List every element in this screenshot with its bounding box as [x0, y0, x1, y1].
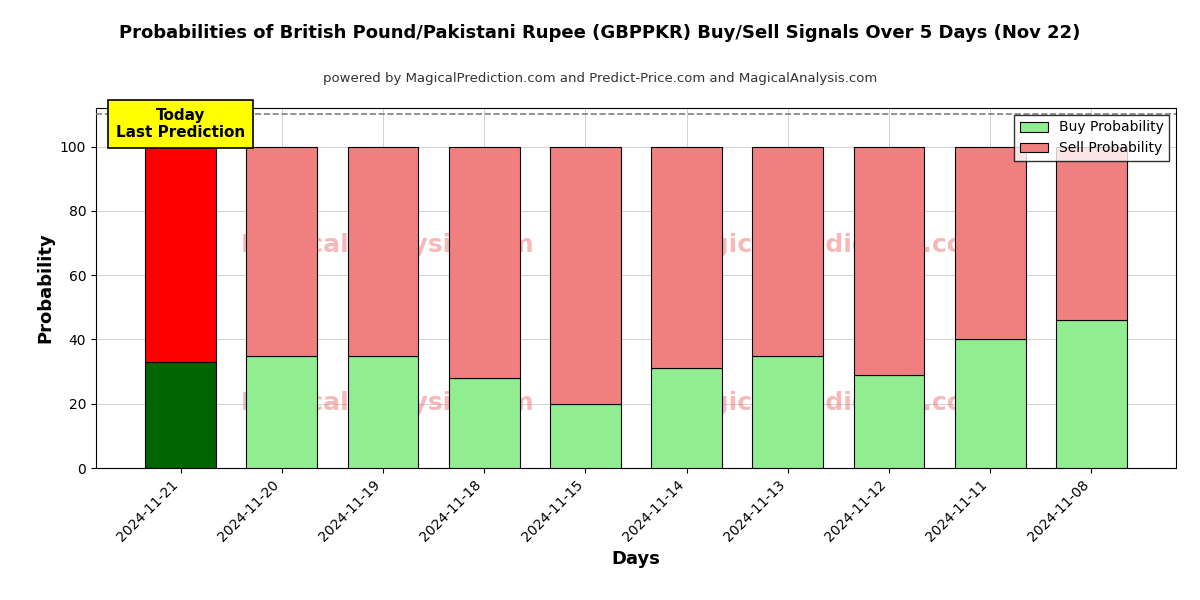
Bar	[853, 146, 924, 375]
Text: powered by MagicalPrediction.com and Predict-Price.com and MagicalAnalysis.com: powered by MagicalPrediction.com and Pre…	[323, 72, 877, 85]
Bar	[145, 362, 216, 468]
Bar	[752, 146, 823, 355]
Legend: Buy Probability, Sell Probability: Buy Probability, Sell Probability	[1014, 115, 1169, 161]
Text: MagicalAnalysis.com: MagicalAnalysis.com	[241, 233, 534, 257]
Bar	[449, 146, 520, 378]
Bar	[1056, 146, 1127, 320]
Bar	[652, 146, 722, 368]
Bar	[955, 340, 1026, 468]
Bar	[955, 146, 1026, 340]
Text: MagicalAnalysis.com: MagicalAnalysis.com	[241, 391, 534, 415]
Bar	[652, 368, 722, 468]
Bar	[752, 355, 823, 468]
Bar	[348, 355, 419, 468]
Bar	[449, 378, 520, 468]
Bar	[1056, 320, 1127, 468]
Bar	[550, 404, 620, 468]
Text: Today
Last Prediction: Today Last Prediction	[116, 108, 245, 140]
Bar	[348, 146, 419, 355]
Y-axis label: Probability: Probability	[36, 233, 54, 343]
Bar	[853, 375, 924, 468]
Text: MagicalPrediction.com: MagicalPrediction.com	[670, 233, 991, 257]
X-axis label: Days: Days	[612, 550, 660, 568]
Bar	[246, 146, 317, 355]
Text: Probabilities of British Pound/Pakistani Rupee (GBPPKR) Buy/Sell Signals Over 5 : Probabilities of British Pound/Pakistani…	[119, 24, 1081, 42]
Bar	[246, 355, 317, 468]
Bar	[550, 146, 620, 404]
Bar	[145, 146, 216, 362]
Text: MagicalPrediction.com: MagicalPrediction.com	[670, 391, 991, 415]
